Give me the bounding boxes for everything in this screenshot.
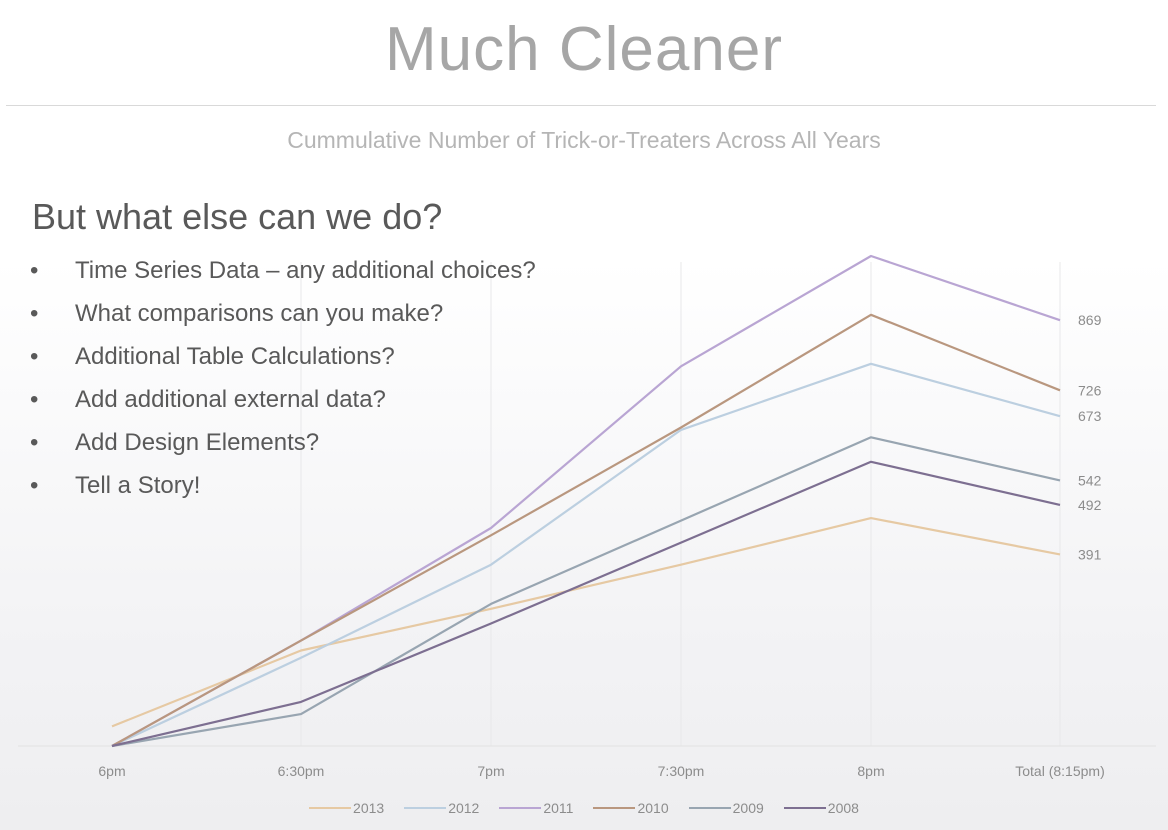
legend-swatch <box>783 807 826 809</box>
legend-label: 2011 <box>543 800 574 816</box>
bullet-item: Additional Table Calculations? <box>30 339 536 382</box>
title-divider <box>6 105 1156 106</box>
chart-end-labels: 391 673 869 726 542 492 <box>1078 312 1102 562</box>
end-label-2013: 391 <box>1078 546 1102 562</box>
series-line-2010 <box>111 313 1061 747</box>
bullet-item: Time Series Data – any additional choice… <box>30 253 536 296</box>
chart-series <box>111 254 1061 748</box>
bullet-list: Time Series Data – any additional choice… <box>30 253 536 511</box>
legend-swatch <box>593 807 636 809</box>
overlay-heading: But what else can we do? <box>32 196 443 237</box>
x-tick-label: 7pm <box>477 763 504 779</box>
x-tick-label: 6:30pm <box>278 763 325 779</box>
series-line-2008 <box>111 460 1061 748</box>
x-tick-label: 7:30pm <box>658 763 705 779</box>
legend-item-2009: 2009 <box>688 800 764 816</box>
series-line-2013 <box>111 516 1061 728</box>
end-label-2011: 869 <box>1078 312 1102 328</box>
series-line-2009 <box>111 436 1061 748</box>
legend-item-2011: 2011 <box>499 800 573 816</box>
legend-item-2010: 2010 <box>593 800 669 816</box>
x-tick-label: 8pm <box>857 763 884 779</box>
x-tick-label: Total (8:15pm) <box>1015 763 1104 779</box>
legend-swatch <box>404 807 447 809</box>
x-tick-label: 6pm <box>98 763 125 779</box>
series-line-2012 <box>111 362 1061 747</box>
chart-x-ticks: 6pm 6:30pm 7pm 7:30pm 8pm Total (8:15pm) <box>98 763 1104 779</box>
legend-item-2013: 2013 <box>309 800 384 816</box>
bullet-item: Add Design Elements? <box>30 425 536 468</box>
legend-label: 2013 <box>353 800 385 816</box>
bullet-item: What comparisons can you make? <box>30 296 536 339</box>
legend-swatch <box>499 807 542 809</box>
end-label-2010: 726 <box>1078 382 1102 398</box>
legend-label: 2009 <box>732 800 764 816</box>
legend-item-2008: 2008 <box>783 800 859 816</box>
end-label-2009: 542 <box>1078 472 1102 488</box>
slide-title: Much Cleaner <box>385 15 783 84</box>
bullet-item: Add additional external data? <box>30 382 536 425</box>
chart-legend: 2013 2012 2011 2010 2009 2008 <box>0 800 1168 816</box>
legend-label: 2012 <box>448 800 480 816</box>
legend-item-2012: 2012 <box>404 800 479 816</box>
chart-title: Cummulative Number of Trick-or-Treaters … <box>287 127 881 153</box>
legend-label: 2010 <box>637 800 669 816</box>
end-label-2012: 673 <box>1078 408 1102 424</box>
legend-swatch <box>309 807 352 809</box>
end-label-2008: 492 <box>1078 497 1102 513</box>
bullet-item: Tell a Story! <box>30 468 536 511</box>
legend-label: 2008 <box>827 800 859 816</box>
legend-swatch <box>688 807 731 809</box>
